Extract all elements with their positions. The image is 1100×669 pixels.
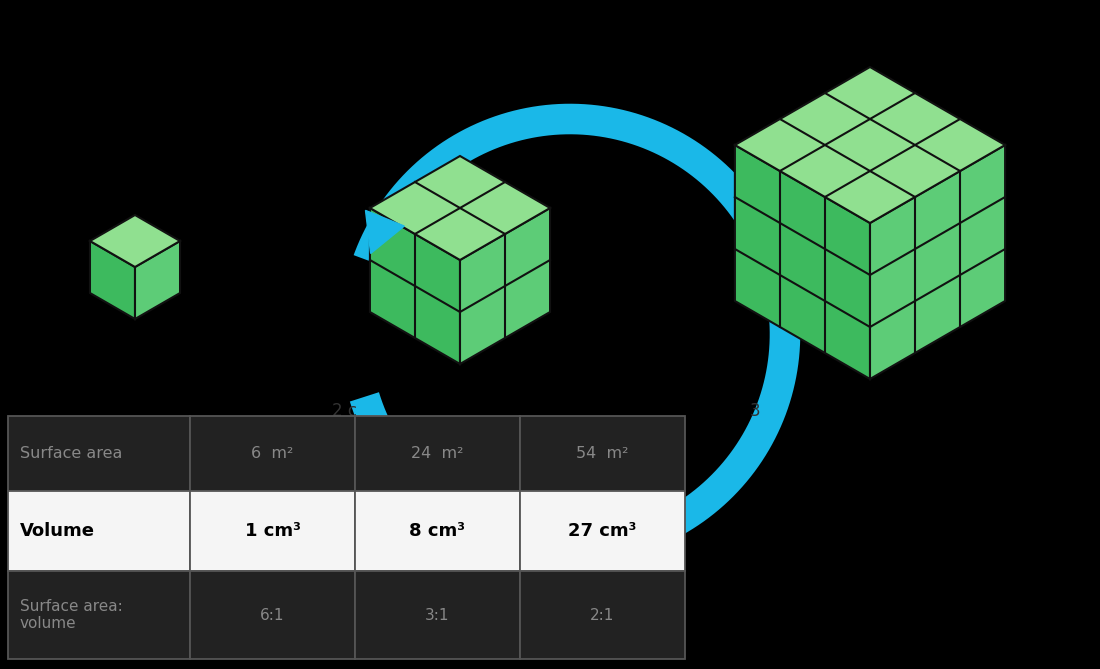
Polygon shape: [90, 215, 180, 267]
FancyBboxPatch shape: [520, 571, 685, 659]
FancyBboxPatch shape: [355, 416, 520, 491]
FancyBboxPatch shape: [8, 491, 190, 571]
Text: 2:1: 2:1: [591, 607, 615, 622]
FancyBboxPatch shape: [355, 491, 520, 571]
Text: 54  m²: 54 m²: [576, 446, 629, 461]
Text: 27 cm³: 27 cm³: [569, 522, 637, 540]
Polygon shape: [460, 208, 550, 364]
FancyBboxPatch shape: [190, 491, 355, 571]
Polygon shape: [735, 67, 1005, 223]
FancyBboxPatch shape: [8, 416, 190, 491]
FancyBboxPatch shape: [520, 491, 685, 571]
Polygon shape: [370, 156, 550, 260]
Text: 1 cm³: 1 cm³: [244, 522, 300, 540]
FancyBboxPatch shape: [190, 571, 355, 659]
FancyBboxPatch shape: [190, 416, 355, 491]
Text: 2 c: 2 c: [332, 402, 358, 420]
Text: Volume: Volume: [20, 522, 95, 540]
Text: 3: 3: [750, 402, 760, 420]
Polygon shape: [90, 241, 135, 319]
Text: 8 cm³: 8 cm³: [409, 522, 465, 540]
Polygon shape: [870, 145, 1005, 379]
Polygon shape: [135, 241, 180, 319]
Text: 24  m²: 24 m²: [411, 446, 464, 461]
FancyBboxPatch shape: [8, 571, 190, 659]
Text: 6:1: 6:1: [261, 607, 285, 622]
Polygon shape: [735, 145, 870, 379]
Text: 6  m²: 6 m²: [252, 446, 294, 461]
Text: Surface area: Surface area: [20, 446, 122, 461]
FancyBboxPatch shape: [520, 416, 685, 491]
Polygon shape: [360, 404, 399, 447]
Polygon shape: [370, 208, 460, 364]
Text: Surface area:
volume: Surface area: volume: [20, 599, 123, 631]
Polygon shape: [365, 210, 405, 254]
FancyBboxPatch shape: [355, 571, 520, 659]
Text: 3:1: 3:1: [426, 607, 450, 622]
